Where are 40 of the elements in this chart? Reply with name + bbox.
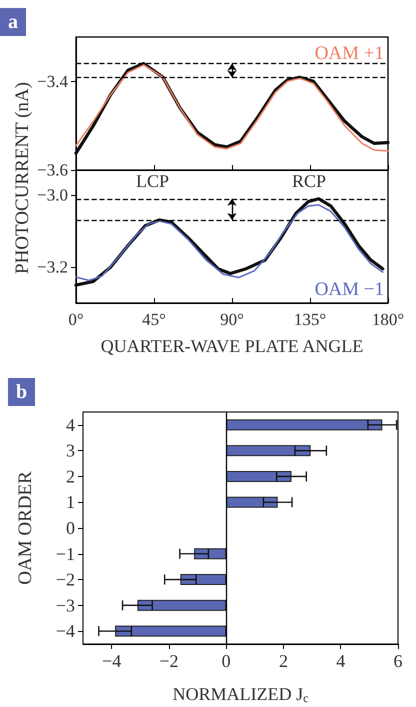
text: b: [8, 378, 36, 406]
x-tick-label: 6: [394, 651, 402, 671]
x-tick-label: 0°: [68, 310, 84, 329]
y-tick-label: 2: [66, 466, 75, 486]
x-tick-label: 180°: [372, 310, 404, 329]
x-tick-label: −4: [102, 651, 122, 671]
y-tick-label: 1: [66, 492, 75, 512]
y-axis-title: PHOTOCURRENT (nA): [12, 82, 34, 274]
x-tick-label: 90°: [220, 310, 244, 329]
y-tick-label: −2: [56, 570, 75, 590]
y-tick-label: −3: [56, 595, 75, 616]
y-tick-label: 0: [66, 518, 75, 538]
bar: [180, 574, 226, 586]
y-tick-label: −3.4: [37, 72, 68, 91]
y-tick-label: −1: [56, 544, 75, 564]
series-label: OAM +1: [314, 43, 384, 64]
x-tick-label: −2: [159, 651, 178, 671]
y-axis-title: OAM ORDER: [15, 470, 36, 585]
bar: [226, 470, 292, 482]
x-tick-label: 2: [278, 651, 288, 671]
x-tick-label: 0: [222, 651, 231, 671]
y-tick-label: 3: [66, 440, 75, 461]
x-tick-label: 45°: [142, 310, 166, 329]
x-axis-title: QUARTER-WAVE PLATE ANGLE: [100, 336, 364, 356]
y-tick-label: −4: [56, 621, 75, 642]
text: a: [0, 8, 26, 36]
bar: [115, 626, 226, 637]
bar: [226, 445, 311, 456]
bar: [226, 419, 382, 430]
x-tick-label: 135°: [294, 310, 326, 329]
x-tick-label: 4: [336, 651, 346, 671]
y-tick-label: 4: [66, 414, 75, 435]
annotation: LCP: [136, 171, 170, 191]
bar: [137, 600, 226, 611]
y-tick-label: −3.6: [37, 160, 68, 180]
annotation: RCP: [292, 171, 326, 191]
y-tick-label: −3.0: [37, 186, 68, 205]
y-tick-label: −3.2: [37, 258, 68, 277]
bar: [226, 496, 278, 508]
series-label: OAM −1: [314, 279, 384, 300]
